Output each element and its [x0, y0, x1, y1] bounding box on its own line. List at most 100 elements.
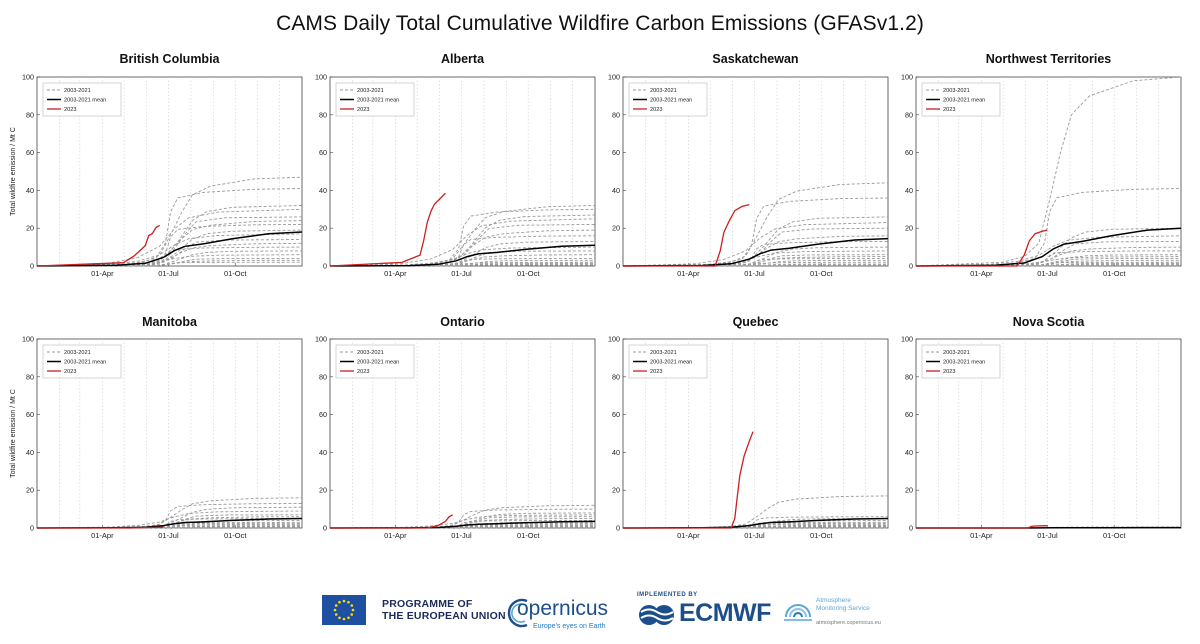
legend-label: 2003-2021 mean: [64, 360, 106, 366]
y-tick-label: 100: [315, 73, 327, 82]
legend-label: 2003-2021: [943, 88, 970, 94]
y-tick-label: 40: [319, 186, 327, 195]
legend-label: 2003-2021: [64, 350, 91, 356]
y-tick-label: 100: [608, 335, 620, 344]
chart-title: CAMS Daily Total Cumulative Wildfire Car…: [276, 12, 924, 35]
y-tick-label: 60: [26, 148, 34, 157]
legend-label: 2023: [943, 369, 955, 375]
y-tick-label: 0: [323, 262, 327, 271]
mean-line: [622, 237, 889, 267]
y-tick-label: 0: [909, 524, 913, 533]
copernicus-logo: opernicus Europe's eyes on Earth: [505, 591, 625, 637]
x-tick-label: 01-Oct: [517, 531, 540, 540]
x-tick-label: 01-Apr: [384, 531, 407, 540]
history-line: [329, 223, 596, 267]
eu-star-icon: [347, 616, 350, 620]
eu-star-icon: [350, 604, 354, 607]
line-2023: [916, 229, 1048, 267]
legend-label: 2023: [357, 369, 369, 375]
x-tick-label: 01-Oct: [810, 531, 833, 540]
cams-name: Atmosphere Monitoring Service: [816, 597, 870, 613]
x-tick-label: 01-Oct: [810, 269, 833, 278]
chart-panel: Quebec 0 20 40 60 80 100 01-Apr 01-Jul 01-Oct 2003…: [608, 315, 889, 540]
history-line: [915, 227, 1182, 267]
y-tick-label: 100: [608, 73, 620, 82]
history-line: [330, 264, 595, 267]
y-tick-label: 20: [612, 486, 620, 495]
copernicus-wordmark: opernicus: [517, 597, 609, 620]
history-line: [36, 188, 303, 267]
panel-title: Manitoba: [142, 315, 198, 329]
panel-title: Nova Scotia: [1013, 315, 1086, 329]
y-tick-label: 80: [905, 110, 913, 119]
history-line: [915, 188, 1182, 267]
cams-logo: Atmosphere Monitoring Service atmosphere…: [782, 593, 882, 635]
y-tick-label: 100: [315, 335, 327, 344]
line-2023: [916, 525, 1048, 529]
y-tick-label: 60: [905, 148, 913, 157]
y-tick-label: 100: [22, 73, 34, 82]
line-2023: [329, 192, 446, 267]
eu-line-1: PROGRAMME OF: [382, 598, 473, 610]
footer-logos: PROGRAMME OF THE EUROPEAN UNION opernicu…: [0, 585, 1200, 644]
y-tick-label: 80: [319, 110, 327, 119]
history-line: [622, 222, 889, 267]
x-tick-label: 01-Oct: [1103, 531, 1126, 540]
x-tick-label: 01-Jul: [158, 531, 179, 540]
eu-star-icon: [334, 613, 338, 616]
legend-label: 2023: [64, 369, 76, 375]
mean-line: [915, 227, 1182, 267]
eu-stars-icon: [333, 599, 355, 621]
y-tick-label: 40: [26, 448, 34, 457]
history-line: [36, 510, 303, 529]
y-tick-label: 0: [30, 524, 34, 533]
y-tick-label: 80: [612, 372, 620, 381]
y-tick-label: 20: [319, 486, 327, 495]
legend-label: 2003-2021 mean: [943, 98, 985, 104]
legend-label: 2003-2021: [650, 88, 677, 94]
x-tick-label: 01-Apr: [677, 269, 700, 278]
y-tick-label: 60: [905, 410, 913, 419]
implemented-by-label: IMPLEMENTED BY: [637, 592, 698, 598]
y-tick-label: 40: [319, 448, 327, 457]
y-tick-label: 20: [26, 486, 34, 495]
history-line: [36, 216, 303, 267]
history-line: [329, 250, 596, 267]
y-tick-label: 20: [905, 486, 913, 495]
x-tick-label: 01-Apr: [970, 269, 993, 278]
history-line: [36, 239, 303, 267]
copernicus-tagline: Europe's eyes on Earth: [533, 623, 606, 630]
x-tick-label: 01-Apr: [91, 531, 114, 540]
x-tick-label: 01-Oct: [1103, 269, 1126, 278]
y-tick-label: 100: [901, 73, 913, 82]
x-tick-label: 01-Jul: [451, 269, 472, 278]
line-2023: [330, 514, 454, 529]
x-tick-label: 01-Oct: [224, 531, 247, 540]
history-line: [329, 218, 596, 267]
x-tick-label: 01-Apr: [91, 269, 114, 278]
cams-name-line-2: Monitoring Service: [816, 605, 870, 612]
legend-label: 2003-2021 mean: [357, 98, 399, 104]
y-tick-label: 60: [612, 148, 620, 157]
line-2023: [623, 203, 750, 267]
y-tick-label: 80: [612, 110, 620, 119]
chart-panel: Ontario 0 20 40 60 80 100 01-Apr 01-Jul 01-Oct 200…: [315, 315, 596, 540]
chart-panel: British Columbia 0 20 40 60 80 100 01-Apr 01-Jul…: [10, 52, 303, 278]
y-tick-label: 40: [26, 186, 34, 195]
eu-programme-text: PROGRAMME OF THE EUROPEAN UNION: [382, 598, 506, 622]
history-line: [36, 208, 303, 267]
cams-name-line-1: Atmosphere: [816, 597, 852, 604]
y-axis-label: Total wildfire emission / Mt C: [10, 127, 17, 216]
legend-label: 2023: [650, 107, 662, 113]
y-tick-label: 60: [319, 410, 327, 419]
line-2023: [36, 224, 161, 267]
ecmwf-wordmark: ECMWF: [679, 599, 771, 627]
x-tick-label: 01-Oct: [517, 269, 540, 278]
y-tick-label: 100: [22, 335, 34, 344]
history-line: [915, 76, 1182, 267]
y-axis-label: Total wildfire emission / Mt C: [10, 389, 17, 478]
legend-label: 2003-2021: [357, 350, 384, 356]
x-tick-label: 01-Jul: [451, 531, 472, 540]
eu-star-icon: [338, 616, 341, 620]
y-tick-label: 0: [616, 262, 620, 271]
